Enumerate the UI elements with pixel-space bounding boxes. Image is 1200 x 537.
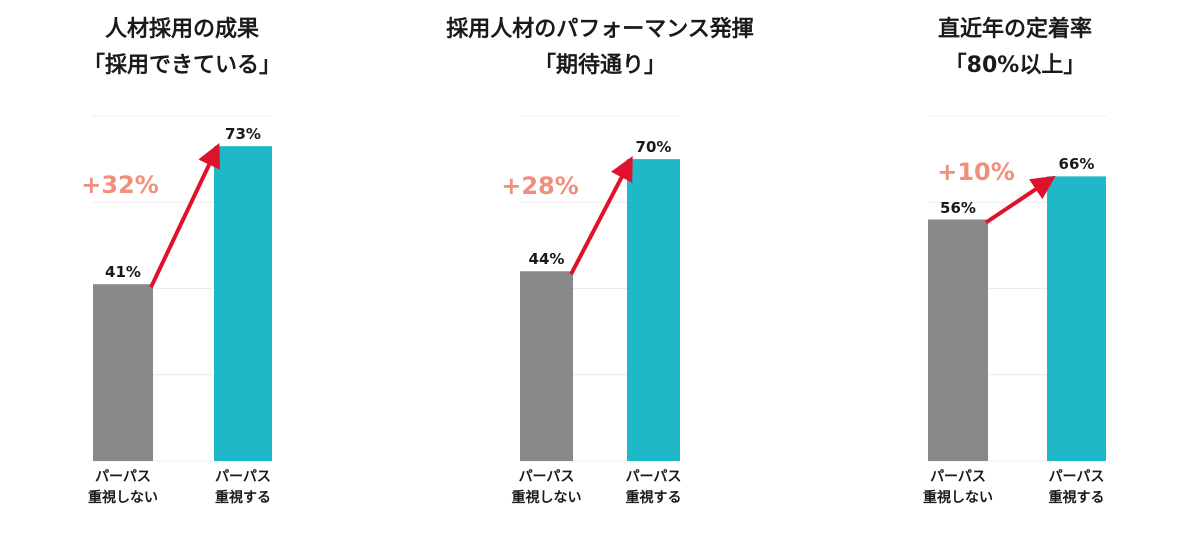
bar xyxy=(1047,176,1106,461)
bar xyxy=(214,146,272,461)
value-label: 44% xyxy=(528,250,565,269)
x-tick-label: パーパス 重視する xyxy=(215,469,271,506)
annotation: +28% xyxy=(501,172,579,200)
chart-title: 採用人材のパフォーマンス発揮 「期待通り」 xyxy=(446,17,754,78)
annotation: +32% xyxy=(81,171,159,199)
arrow xyxy=(569,156,633,276)
value-label: 56% xyxy=(940,198,976,217)
annotation: +10% xyxy=(937,158,1015,186)
bar xyxy=(520,271,573,461)
arrow xyxy=(984,175,1056,225)
value-label: 70% xyxy=(635,138,672,157)
bar xyxy=(627,159,680,461)
chart-title: 人材採用の成果 「採用できている」 xyxy=(82,17,282,78)
chart-title: 直近年の定着率 「80%以上」 xyxy=(937,17,1093,78)
value-label: 73% xyxy=(225,125,261,144)
x-tick-label: パーパス 重視しない xyxy=(923,469,993,506)
x-tick-label: パーパス 重視する xyxy=(625,469,682,506)
x-tick-label: パーパス 重視する xyxy=(1048,469,1105,506)
value-label: 41% xyxy=(105,263,141,282)
arrow xyxy=(149,142,220,289)
value-label: 66% xyxy=(1058,155,1095,174)
x-tick-label: パーパス 重視しない xyxy=(511,469,582,506)
bar xyxy=(93,284,153,461)
x-tick-label: パーパス 重視しない xyxy=(88,469,158,506)
bar xyxy=(928,219,988,461)
